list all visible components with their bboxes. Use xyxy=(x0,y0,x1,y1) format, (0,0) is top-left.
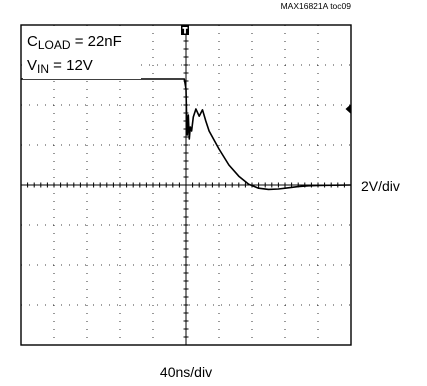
waveform-trace xyxy=(21,78,352,191)
load-capacitance-annotation: CLOAD = 22nF xyxy=(27,33,122,52)
input-voltage-annotation: VIN = 12V xyxy=(27,57,93,76)
c-load-symbol: C xyxy=(27,33,38,50)
figure-id-label: MAX16821A toc09 xyxy=(281,1,352,11)
ground-level-marker-icon xyxy=(345,104,351,114)
v-in-symbol: V xyxy=(27,57,37,74)
v-in-value: = 12V xyxy=(49,57,93,74)
c-load-subscript: LOAD xyxy=(38,38,71,52)
c-load-value: = 22nF xyxy=(71,33,122,50)
v-in-subscript: IN xyxy=(37,62,49,76)
trigger-marker-icon xyxy=(181,25,189,35)
annotation-background xyxy=(23,27,141,79)
center-axis-ticks xyxy=(20,24,352,346)
vertical-scale-label: 2V/div xyxy=(361,178,400,194)
horizontal-scale-label: 40ns/div xyxy=(160,364,212,380)
